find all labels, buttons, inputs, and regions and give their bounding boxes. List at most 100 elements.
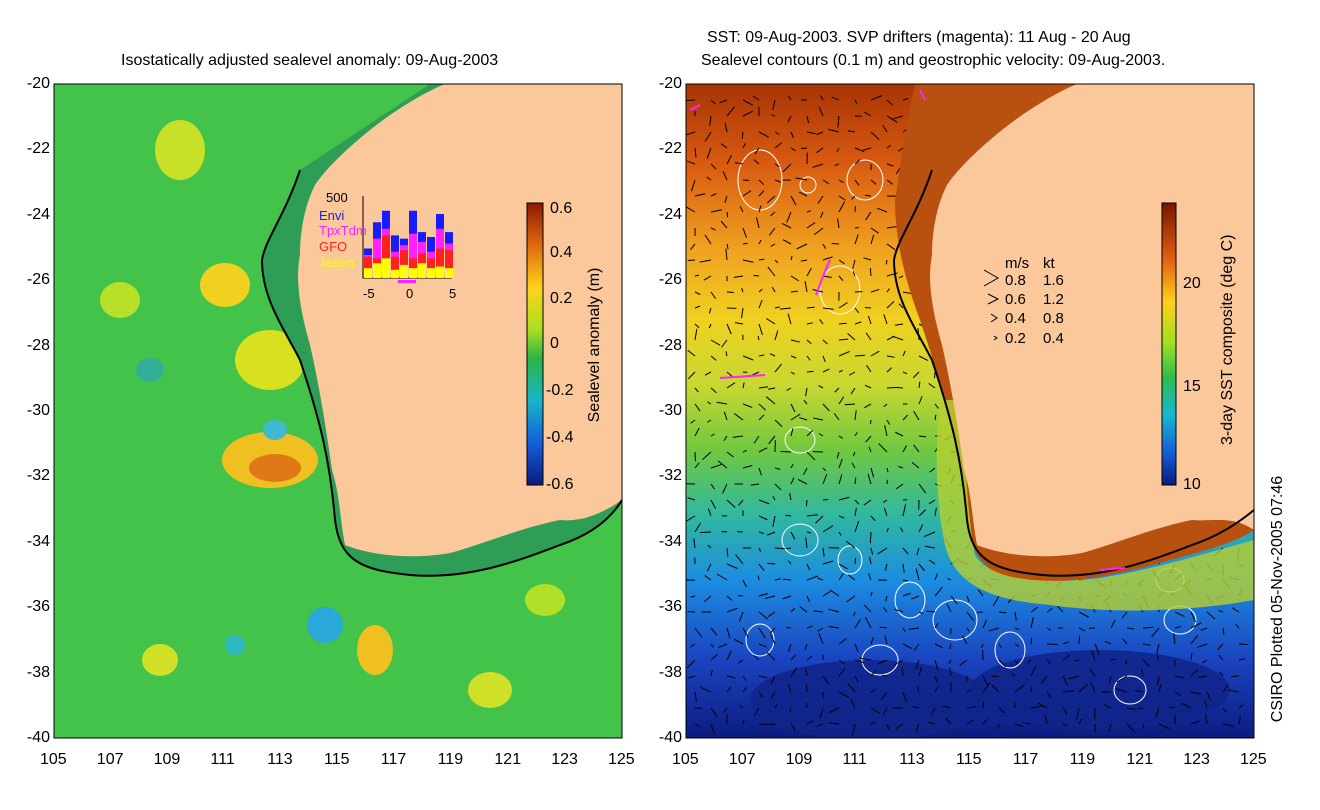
inset-bar-jason: [445, 268, 453, 278]
velocity-arrow: [851, 195, 856, 200]
velocity-arrow: [758, 190, 765, 197]
velocity-arrow: [892, 335, 904, 341]
velocity-arrow: [732, 435, 744, 438]
velocity-arrow: [710, 627, 718, 636]
velocity-arrow: [1169, 706, 1176, 709]
vel-legend-ms: 0.8: [1005, 272, 1026, 289]
velocity-arrow: [1078, 611, 1089, 618]
velocity-arrow: [1046, 627, 1052, 631]
lon-tick-label: 121: [494, 751, 522, 768]
lat-tick-label: -20: [658, 75, 682, 92]
velocity-arrow: [822, 339, 828, 345]
lon-tick-label: 107: [728, 751, 756, 768]
velocity-arrow: [1158, 723, 1170, 730]
velocity-arrow: [1046, 643, 1058, 646]
velocity-arrow: [913, 410, 920, 421]
velocity-arrow: [1190, 669, 1199, 677]
velocity-arrow: [764, 595, 776, 599]
velocity-arrow: [742, 259, 754, 263]
velocity-arrow: [902, 371, 908, 375]
velocity-arrow: [805, 684, 808, 693]
velocity-arrow: [1151, 627, 1160, 638]
velocity-arrow: [886, 99, 893, 106]
velocity-arrow: [1110, 619, 1116, 629]
sla-cb-tick: 0.6: [550, 200, 573, 217]
velocity-arrow: [854, 675, 859, 683]
velocity-arrow: [694, 427, 700, 437]
velocity-arrow: [770, 691, 776, 700]
velocity-arrow: [719, 99, 728, 104]
velocity-arrow: [725, 248, 728, 261]
velocity-arrow: [1030, 606, 1039, 613]
velocity-arrow: [912, 371, 920, 379]
lon-tick-label: 125: [608, 751, 635, 768]
velocity-arrow: [758, 723, 767, 726]
velocity-arrow: [724, 122, 728, 133]
velocity-arrow: [1046, 659, 1051, 665]
velocity-arrow: [1046, 608, 1053, 613]
velocity-arrow: [754, 147, 760, 155]
lat-tick-label: -28: [26, 336, 50, 354]
velocity-arrow: [1078, 627, 1086, 632]
velocity-arrow: [902, 579, 908, 582]
velocity-arrow: [790, 195, 797, 206]
velocity-arrow: [816, 147, 824, 154]
velocity-arrow: [1057, 606, 1064, 613]
velocity-arrow: [758, 467, 763, 476]
velocity-arrow: [726, 371, 734, 378]
velocity-arrow: [726, 106, 735, 117]
velocity-arrow: [790, 403, 796, 413]
velocity-arrow: [1222, 723, 1235, 728]
lat-tick-label: -32: [658, 467, 682, 485]
velocity-arrow: [884, 635, 888, 645]
velocity-arrow: [893, 659, 904, 666]
velocity-arrow: [934, 414, 937, 421]
velocity-arrow: [805, 387, 808, 397]
velocity-arrow: [865, 435, 872, 443]
velocity-arrow: [694, 305, 701, 309]
velocity-arrow: [765, 396, 776, 405]
velocity-arrow: [1046, 691, 1052, 698]
velocity-arrow: [838, 531, 842, 536]
velocity-arrow: [854, 159, 861, 165]
velocity-arrow: [837, 218, 840, 229]
velocity-arrow: [734, 322, 744, 325]
inset-date-marker: [398, 280, 416, 283]
velocity-arrow: [708, 307, 712, 314]
velocity-arrow: [850, 699, 856, 709]
velocity-arrow: [1126, 723, 1135, 732]
vel-legend-header-ms: m/s: [1005, 255, 1030, 272]
velocity-arrow: [733, 638, 744, 645]
lon-tick-label: 125: [1240, 751, 1267, 768]
velocity-arrow: [838, 435, 844, 439]
velocity-arrow: [865, 194, 872, 197]
inset-bar-jason: [436, 266, 444, 278]
velocity-arrow: [1197, 675, 1208, 678]
velocity-arrow: [867, 473, 872, 485]
velocity-arrow: [799, 606, 808, 613]
velocity-arrow: [1173, 633, 1176, 645]
velocity-arrow: [813, 417, 824, 421]
velocity-arrow: [790, 428, 794, 437]
lat-tick-label: -40: [26, 729, 50, 746]
velocity-arrow: [766, 318, 776, 325]
velocity-arrow: [886, 367, 893, 373]
velocity-arrow: [1078, 718, 1083, 725]
velocity-arrow: [758, 323, 763, 336]
velocity-arrow: [818, 632, 824, 645]
velocity-arrow: [1174, 691, 1182, 697]
velocity-arrow: [735, 554, 744, 565]
velocity-arrow: [758, 205, 762, 213]
velocity-arrow: [1027, 659, 1032, 664]
velocity-arrow: [1115, 688, 1128, 693]
velocity-arrow: [918, 483, 927, 494]
inset-bar-gfo: [445, 250, 453, 278]
velocity-arrow: [918, 611, 924, 615]
velocity-arrow: [850, 387, 856, 395]
velocity-arrow: [916, 686, 920, 693]
velocity-arrow: [724, 195, 728, 203]
velocity-arrow: [883, 607, 888, 613]
velocity-arrow: [806, 563, 811, 571]
velocity-arrow: [710, 227, 716, 231]
vel-legend-header-kt: kt: [1043, 255, 1055, 272]
